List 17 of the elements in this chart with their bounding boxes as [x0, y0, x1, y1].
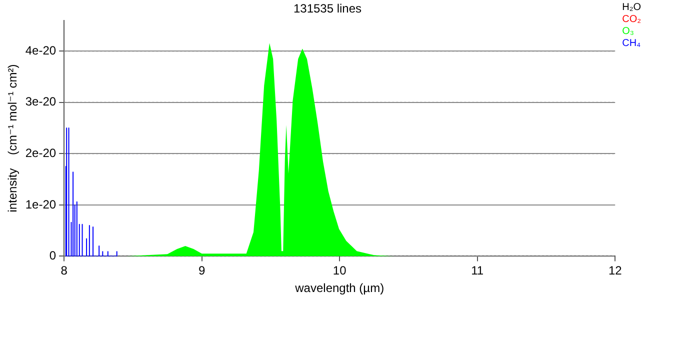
y-tick-label: 4e-20 [25, 43, 56, 58]
x-tick-label: 11 [471, 264, 484, 278]
y-tick-label: 1e-20 [25, 197, 56, 212]
x-axis-title: wavelength (µm) [294, 281, 384, 296]
x-tick-label: 9 [198, 264, 206, 278]
x-tick-label: 12 [608, 264, 622, 278]
x-tick-label: 10 [332, 264, 347, 278]
y-tick-label: 0 [49, 248, 56, 263]
y-tick-label: 3e-20 [25, 94, 56, 109]
y-axis-title: intensity (cm⁻¹ mol⁻¹ cm²) [6, 64, 20, 212]
y-tick-label: 2e-20 [25, 146, 56, 160]
x-tick-label: 8 [60, 264, 68, 278]
chart-title: 131535 lines [293, 2, 362, 16]
legend-label: H₂O [622, 2, 642, 13]
legend-label: CO₂ [622, 14, 642, 25]
text: O₃ [622, 26, 634, 37]
text: CH₄ [622, 38, 641, 49]
